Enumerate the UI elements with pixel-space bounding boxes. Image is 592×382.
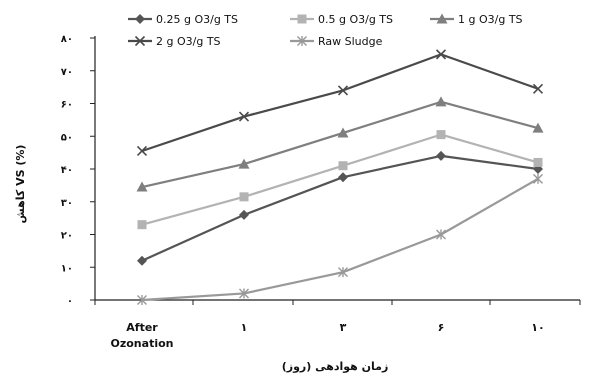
data-point xyxy=(436,229,446,240)
x-tick-label-line: ۱۰ xyxy=(531,321,544,334)
data-point xyxy=(238,111,250,122)
legend-marker xyxy=(297,14,307,24)
series-0-25-g-o3-g-ts xyxy=(137,150,543,266)
data-point xyxy=(435,49,447,60)
x-tick-label-line: ۳ xyxy=(340,321,347,334)
data-point xyxy=(436,150,446,161)
x-tick-label-line: ۱ xyxy=(241,321,248,334)
legend-item: 0.25 g O3/g TS xyxy=(128,13,238,26)
legend-item: 1 g O3/g TS xyxy=(430,13,523,26)
marker-stroke xyxy=(134,35,146,47)
y-tick-label: ۸۰ xyxy=(61,34,73,45)
data-point xyxy=(137,255,147,266)
series-line xyxy=(141,133,539,226)
marker-stroke xyxy=(136,145,148,157)
series-2-g-o3-g-ts xyxy=(136,49,544,157)
data-point xyxy=(338,161,348,171)
legend-label: 0.5 g O3/g TS xyxy=(318,13,393,26)
x-axis: After Ozonation ۱ ۳ ۶ ۱۰ xyxy=(94,299,581,350)
x-tick-label: ۱۰ xyxy=(531,321,544,334)
data-point xyxy=(436,130,446,140)
data-point xyxy=(239,209,249,220)
data-point xyxy=(532,83,544,94)
legend-label: Raw Sludge xyxy=(318,35,383,48)
data-point xyxy=(532,122,544,133)
x-tick-label-line: Ozonation xyxy=(111,337,174,350)
data-point xyxy=(435,96,447,107)
data-point xyxy=(338,172,348,183)
y-tick-label: ۲۰ xyxy=(61,231,73,242)
legend-item: 0.5 g O3/g TS xyxy=(290,13,393,26)
series-0-5-g-o3-g-ts xyxy=(137,130,543,230)
data-point xyxy=(137,295,147,305)
x-tick-label: After Ozonation xyxy=(111,321,174,350)
legend-marker xyxy=(436,13,448,24)
marker-stroke xyxy=(337,85,349,96)
data-point xyxy=(137,220,147,230)
legend-item: 2 g O3/g TS xyxy=(128,35,221,48)
marker-stroke xyxy=(238,111,250,122)
x-tick-label-line: After xyxy=(126,321,158,334)
y-axis: ۰ ۱۰ ۲۰ ۳۰ ۴۰ ۵۰ ۶۰ ۷۰ ۸۰ xyxy=(61,34,96,307)
y-tick-label: ۱۰ xyxy=(61,263,73,274)
series-line xyxy=(141,177,539,302)
data-point xyxy=(533,157,543,167)
marker-stroke xyxy=(532,83,544,94)
data-point xyxy=(239,192,249,202)
legend-label: 0.25 g O3/g TS xyxy=(156,13,238,26)
data-point xyxy=(136,181,148,192)
legend-marker xyxy=(134,35,146,47)
series-1-g-o3-g-ts xyxy=(136,96,544,192)
legend: 0.25 g O3/g TS 0.5 g O3/g TS 1 g O3/g TS 2 … xyxy=(128,13,523,48)
data-point xyxy=(533,173,543,184)
x-tick-label-line: ۶ xyxy=(438,321,445,334)
y-tick-label: ۴۰ xyxy=(61,165,73,176)
y-tick-label: ۶۰ xyxy=(61,100,73,111)
y-axis-title: کاهش VS (%) xyxy=(14,145,27,224)
legend-label: 2 g O3/g TS xyxy=(156,35,221,48)
data-point xyxy=(136,145,148,157)
x-tick-label: ۶ xyxy=(438,321,445,334)
series-lines xyxy=(136,49,544,305)
data-point xyxy=(338,267,348,278)
x-axis-title: زمان هوادهی (روز) xyxy=(282,360,389,373)
legend-label: 1 g O3/g TS xyxy=(458,13,523,26)
x-tick-label: ۱ xyxy=(241,321,248,334)
y-tick-label: ۳۰ xyxy=(61,198,73,209)
legend-marker xyxy=(297,36,307,46)
y-tick-label: ۵۰ xyxy=(61,132,73,143)
data-point xyxy=(337,85,349,96)
y-tick-label: ۰ xyxy=(67,296,73,307)
data-point xyxy=(238,158,250,169)
data-point xyxy=(239,288,249,299)
y-tick-label: ۷۰ xyxy=(61,67,73,78)
marker-stroke xyxy=(435,49,447,60)
legend-item: Raw Sludge xyxy=(290,35,383,48)
legend-marker xyxy=(135,14,145,24)
x-tick-label: ۳ xyxy=(340,321,347,334)
data-point xyxy=(337,127,349,138)
series-raw-sludge xyxy=(137,173,543,305)
